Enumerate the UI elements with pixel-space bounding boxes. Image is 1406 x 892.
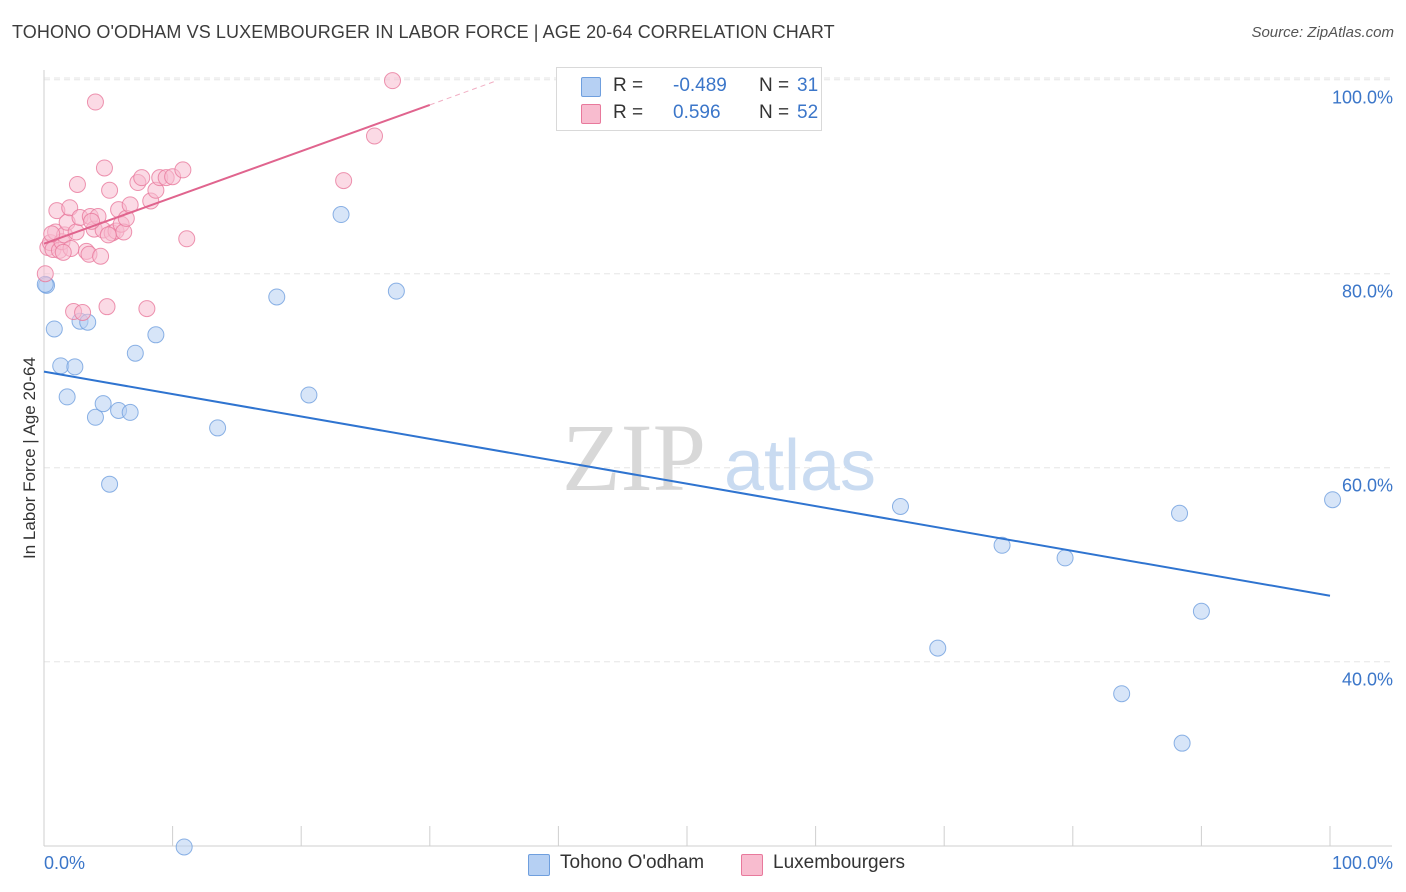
point-luxembourgers bbox=[138, 300, 156, 318]
y-tick-label: 100.0% bbox=[1332, 88, 1393, 108]
point-tohono bbox=[58, 388, 76, 406]
legend-n-label: N = bbox=[759, 102, 790, 123]
point-tohono bbox=[929, 639, 947, 657]
legend-r-label: R = bbox=[613, 75, 644, 96]
point-luxembourgers bbox=[95, 159, 113, 177]
legend-r-value: 0.596 bbox=[673, 102, 721, 123]
point-luxembourgers bbox=[384, 72, 402, 90]
tick-labels: 40.0% 60.0% 80.0% 100.0% 0.0% 100.0% bbox=[44, 88, 1393, 873]
point-luxembourgers bbox=[174, 161, 192, 179]
point-luxembourgers bbox=[335, 172, 353, 190]
point-tohono bbox=[268, 288, 286, 306]
point-tohono bbox=[86, 408, 104, 426]
point-luxembourgers bbox=[92, 247, 110, 265]
scatter-points bbox=[36, 71, 1342, 856]
legend-r-value: -0.489 bbox=[673, 75, 727, 96]
point-luxembourgers bbox=[54, 243, 72, 261]
legend-n-value: 31 bbox=[797, 75, 819, 96]
gridlines bbox=[44, 77, 1392, 663]
watermark: ZIP atlas bbox=[562, 404, 876, 511]
point-tohono bbox=[332, 206, 350, 224]
bottom-legend-label: Tohono O'odham bbox=[560, 852, 705, 873]
watermark-atlas: atlas bbox=[724, 426, 876, 506]
point-tohono bbox=[1171, 504, 1189, 522]
point-luxembourgers bbox=[68, 175, 86, 193]
y-tick-label: 40.0% bbox=[1342, 670, 1393, 690]
bottom-legend-label: Luxembourgers bbox=[773, 852, 906, 873]
point-tohono bbox=[121, 403, 139, 421]
point-tohono bbox=[993, 536, 1011, 554]
point-tohono bbox=[101, 475, 119, 493]
point-tohono bbox=[209, 419, 227, 437]
chart-title: TOHONO O'ODHAM VS LUXEMBOURGER IN LABOR … bbox=[12, 22, 835, 42]
point-luxembourgers bbox=[36, 265, 54, 283]
point-luxembourgers bbox=[99, 226, 117, 244]
point-tohono bbox=[300, 386, 318, 404]
point-tohono bbox=[45, 320, 63, 338]
source-label: Source: ZipAtlas.com bbox=[1251, 24, 1394, 41]
y-axis-label: In Labor Force | Age 20-64 bbox=[20, 357, 39, 559]
point-tohono bbox=[126, 344, 144, 362]
axes bbox=[43, 70, 1392, 847]
point-luxembourgers bbox=[98, 298, 116, 316]
point-luxembourgers bbox=[366, 127, 384, 145]
legend-n-label: N = bbox=[759, 75, 790, 96]
point-tohono bbox=[52, 357, 70, 375]
point-luxembourgers bbox=[43, 225, 61, 243]
point-luxembourgers bbox=[74, 304, 92, 321]
x-tick-label: 100.0% bbox=[1332, 853, 1393, 873]
point-tohono bbox=[1192, 602, 1210, 620]
legend-swatch-luxembourgers bbox=[581, 104, 601, 124]
y-tick-label: 60.0% bbox=[1342, 476, 1393, 496]
point-luxembourgers bbox=[133, 169, 151, 187]
point-luxembourgers bbox=[86, 93, 104, 111]
x-tick-label: 0.0% bbox=[44, 853, 85, 873]
trendline-luxembourgers bbox=[43, 103, 431, 245]
point-tohono bbox=[94, 395, 112, 413]
point-tohono bbox=[1113, 685, 1131, 703]
point-tohono bbox=[1173, 734, 1191, 752]
point-tohono bbox=[891, 498, 909, 515]
y-tick-label: 80.0% bbox=[1342, 282, 1393, 302]
legend-n-value: 52 bbox=[797, 102, 819, 123]
point-tohono bbox=[1056, 549, 1074, 567]
trend-lines bbox=[43, 81, 1331, 597]
point-tohono bbox=[66, 358, 84, 376]
point-tohono bbox=[387, 282, 405, 300]
bottom-legend-swatch-tohono bbox=[528, 854, 550, 876]
point-tohono bbox=[1324, 491, 1342, 509]
stats-legend: R = -0.489 N = 31 R = 0.596 N = 52 bbox=[556, 67, 822, 131]
bottom-legend-swatch-luxembourgers bbox=[741, 854, 763, 876]
legend-swatch-tohono bbox=[581, 77, 601, 97]
point-luxembourgers bbox=[178, 230, 196, 248]
legend-r-label: R = bbox=[613, 102, 644, 123]
point-luxembourgers bbox=[101, 181, 119, 199]
trendline-tohono bbox=[43, 370, 1331, 597]
point-tohono bbox=[147, 326, 165, 344]
watermark-zip: ZIP bbox=[562, 404, 706, 511]
point-tohono bbox=[175, 838, 193, 856]
trendline-extension-luxembourgers bbox=[429, 81, 495, 106]
